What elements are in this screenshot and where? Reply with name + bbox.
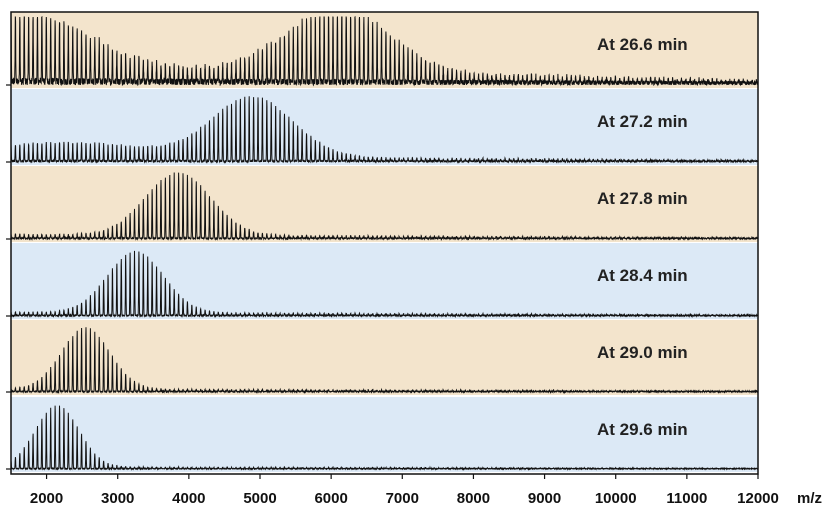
panel-label: At 29.0 min <box>597 343 688 362</box>
x-tick-label: 9000 <box>528 490 561 507</box>
panel-4: At 28.4 min <box>6 243 759 319</box>
plot-frame <box>10 11 759 475</box>
spectrum-trace <box>10 15 759 87</box>
panel-background <box>11 397 758 472</box>
spectrum-trace <box>10 405 759 471</box>
axes <box>10 11 759 475</box>
panel-6: At 29.6 min <box>6 397 759 472</box>
x-tick-label: 8000 <box>457 490 490 507</box>
x-tick-label: 11000 <box>666 490 707 507</box>
panel-background <box>11 12 758 88</box>
spectrum-trace <box>10 96 759 164</box>
panel-label: At 26.6 min <box>597 35 688 54</box>
panel-label: At 29.6 min <box>597 420 688 439</box>
panel-label: At 27.8 min <box>597 189 688 208</box>
spectrum-trace <box>10 250 759 318</box>
x-tick-label: 12000 <box>737 490 779 507</box>
x-tick-label: 6000 <box>314 490 347 507</box>
panel-background <box>11 89 758 165</box>
panel-5: At 29.0 min <box>6 320 759 395</box>
x-tick-label: 2000 <box>30 490 63 507</box>
spectrum-trace <box>10 327 759 394</box>
x-tick-label: 5000 <box>243 490 276 507</box>
panels: At 26.6 min At 27.2 min At 27.8 min At 28.4… <box>6 12 759 472</box>
x-tick-label: 4000 <box>172 490 205 507</box>
panel-1: At 26.6 min <box>6 12 759 88</box>
panel-2: At 27.2 min <box>6 89 759 165</box>
x-tick-labels: 2000 3000 4000 5000 6000 7000 8000 9000 10000 110… <box>30 474 779 507</box>
panel-3: At 27.8 min <box>6 166 759 242</box>
panel-background <box>11 166 758 242</box>
panel-background <box>11 320 758 395</box>
x-tick-label: 7000 <box>386 490 419 507</box>
panel-label: At 27.2 min <box>597 112 688 131</box>
x-axis-unit-label: m/z <box>797 490 822 507</box>
panel-label: At 28.4 min <box>597 266 688 285</box>
x-tick-label: 3000 <box>101 490 134 507</box>
x-tick-label: 10000 <box>595 490 637 507</box>
spectrum-trace <box>10 172 759 241</box>
